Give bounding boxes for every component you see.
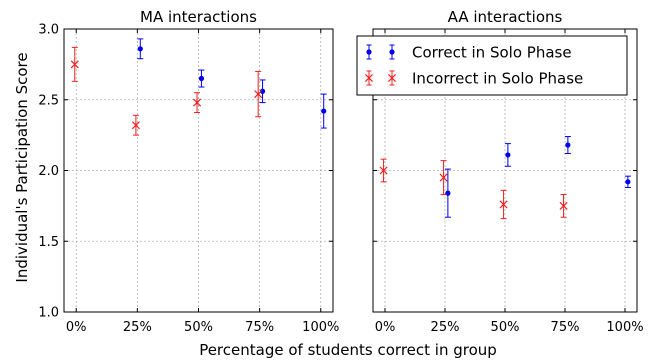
legend-marker-correct-0 xyxy=(366,49,372,55)
x-tick-label-aa-2: 50% xyxy=(491,320,520,335)
series-ma-incorrect xyxy=(70,46,263,136)
point-aa-incorrect-0-marker xyxy=(379,166,388,175)
point-aa-incorrect-3-marker-stroke-b xyxy=(559,201,568,210)
point-aa-correct-0-marker xyxy=(445,190,451,196)
point-ma-incorrect-3-marker-stroke-b xyxy=(254,90,263,99)
point-ma-incorrect-3-marker xyxy=(254,90,263,99)
y-tick-label-0: 1.0 xyxy=(38,306,59,321)
point-aa-correct-3-marker xyxy=(625,179,631,185)
point-ma-incorrect-2-marker xyxy=(193,98,202,107)
point-aa-correct-2-marker xyxy=(565,142,571,148)
panel-title-aa: AA interactions xyxy=(448,8,563,26)
x-axis-label: Percentage of students correct in group xyxy=(199,341,497,359)
y-tick-label-1: 1.5 xyxy=(38,235,59,250)
point-aa-incorrect-2-marker-stroke-b xyxy=(499,200,508,209)
legend-marker-incorrect-1 xyxy=(387,73,397,83)
point-ma-incorrect-1-marker-stroke-b xyxy=(131,121,140,130)
point-aa-incorrect-0-marker-stroke-b xyxy=(379,166,388,175)
x-tick-label-aa-1: 25% xyxy=(431,320,460,335)
point-aa-incorrect-2-marker xyxy=(499,200,508,209)
series-aa-correct xyxy=(444,136,631,218)
legend-box xyxy=(356,35,628,96)
x-tick-label-ma-0: 0% xyxy=(66,320,87,335)
panel-aa: AA interactions 0% 25% 50% 75% 100% xyxy=(372,8,644,335)
x-tick-label-ma-1: 25% xyxy=(123,320,152,335)
panel-title-ma: MA interactions xyxy=(140,8,257,26)
legend-label-incorrect: Incorrect in Solo Phase xyxy=(412,70,583,88)
y-tick-label-4: 3.0 xyxy=(38,23,59,38)
point-ma-incorrect-2-marker-stroke-b xyxy=(193,98,202,107)
x-tick-label-ma-4: 100% xyxy=(302,320,339,335)
x-tick-label-aa-4: 100% xyxy=(606,320,643,335)
legend-marker-correct-1 xyxy=(389,49,395,55)
point-ma-incorrect-0-marker xyxy=(70,60,79,69)
point-ma-incorrect-0-marker-stroke-b xyxy=(70,60,79,69)
point-ma-correct-0-marker xyxy=(137,46,143,52)
y-axis-label: Individual's Participation Score xyxy=(13,52,31,282)
panel-ma: MA interactions 0% 25% 50% 75% 100% 1.0 1.5 2.0… xyxy=(38,8,339,335)
point-aa-incorrect-1-marker xyxy=(439,173,448,182)
point-ma-correct-2-marker xyxy=(259,88,266,94)
x-tick-label-ma-3: 75% xyxy=(245,320,274,335)
y-tick-label-3: 2.5 xyxy=(38,93,59,108)
point-aa-incorrect-1-marker-stroke-b xyxy=(439,173,448,182)
x-tick-label-ma-2: 50% xyxy=(184,320,213,335)
point-aa-incorrect-3-marker xyxy=(559,201,568,210)
series-ma-correct xyxy=(137,38,327,129)
legend-label-correct: Correct in Solo Phase xyxy=(412,44,572,62)
x-tick-label-aa-3: 75% xyxy=(551,320,580,335)
point-ma-incorrect-1-marker xyxy=(131,121,140,130)
point-aa-correct-1-marker xyxy=(505,152,511,158)
legend-marker-incorrect-1-stroke-b xyxy=(387,73,397,83)
legend-marker-incorrect-0 xyxy=(364,73,374,83)
point-ma-correct-1-marker xyxy=(198,75,205,82)
point-ma-correct-3-marker xyxy=(321,108,327,114)
series-aa-incorrect xyxy=(379,158,568,220)
y-tick-label-2: 2.0 xyxy=(38,164,59,179)
legend-marker-incorrect-0-stroke-b xyxy=(364,73,374,83)
x-tick-label-aa-0: 0% xyxy=(375,320,396,335)
legend: Correct in Solo Phase Incorrect in Solo … xyxy=(356,35,628,96)
